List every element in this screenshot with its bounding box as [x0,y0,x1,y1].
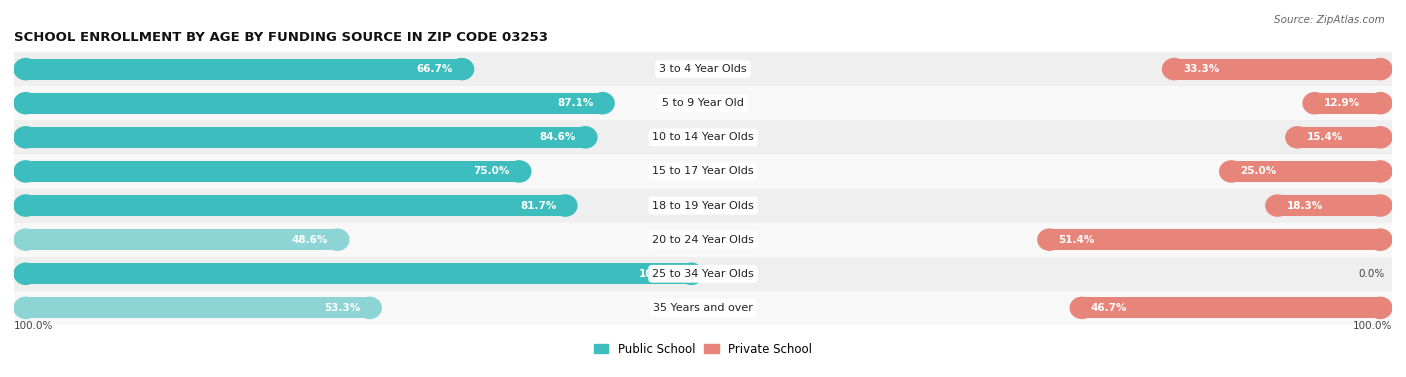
Text: 5 to 9 Year Old: 5 to 9 Year Old [662,98,744,108]
Ellipse shape [1219,161,1243,182]
Bar [14,188,1392,222]
Ellipse shape [14,229,38,250]
Text: 100.0%: 100.0% [1353,321,1392,331]
Bar [25,93,602,114]
Text: 84.6%: 84.6% [540,132,576,143]
Ellipse shape [325,229,349,250]
Text: 87.1%: 87.1% [557,98,593,108]
Text: 100.0%: 100.0% [14,321,53,331]
Text: 15 to 17 Year Olds: 15 to 17 Year Olds [652,166,754,176]
Bar [25,127,585,148]
Text: 18 to 19 Year Olds: 18 to 19 Year Olds [652,201,754,211]
Ellipse shape [14,127,38,148]
Bar [25,195,565,216]
Ellipse shape [359,297,381,319]
Ellipse shape [574,127,598,148]
Text: 51.4%: 51.4% [1059,234,1095,245]
Ellipse shape [14,297,38,319]
Ellipse shape [1368,229,1392,250]
Bar [1298,127,1381,148]
Ellipse shape [1368,195,1392,216]
Ellipse shape [450,58,474,80]
Ellipse shape [14,58,38,80]
Ellipse shape [1303,93,1326,114]
Text: 18.3%: 18.3% [1286,201,1323,211]
Text: 48.6%: 48.6% [292,234,328,245]
Bar [1174,58,1381,80]
Text: 46.7%: 46.7% [1091,303,1128,313]
Bar [1315,93,1381,114]
Bar [25,263,692,284]
Text: 53.3%: 53.3% [325,303,360,313]
Ellipse shape [14,263,38,284]
Bar [14,52,1392,86]
Ellipse shape [679,263,703,284]
Bar [1232,161,1381,182]
Ellipse shape [1070,297,1094,319]
Ellipse shape [1368,161,1392,182]
Bar [1278,195,1381,216]
Bar [25,161,519,182]
Text: 15.4%: 15.4% [1306,132,1343,143]
Ellipse shape [1368,127,1392,148]
Bar [25,297,370,319]
Bar [14,155,1392,188]
Text: 100.0%: 100.0% [638,269,682,279]
Ellipse shape [1163,58,1185,80]
Text: 20 to 24 Year Olds: 20 to 24 Year Olds [652,234,754,245]
Text: 66.7%: 66.7% [416,64,453,74]
Text: 75.0%: 75.0% [474,166,510,176]
Bar [14,291,1392,325]
Ellipse shape [1265,195,1289,216]
Text: Source: ZipAtlas.com: Source: ZipAtlas.com [1274,15,1385,25]
Ellipse shape [1038,229,1062,250]
Ellipse shape [591,93,614,114]
Legend: Public School, Private School: Public School, Private School [589,338,817,360]
Bar [25,58,461,80]
Ellipse shape [1286,127,1309,148]
Ellipse shape [1368,297,1392,319]
Bar [14,257,1392,291]
Text: 0.0%: 0.0% [1358,269,1385,279]
Bar [14,120,1392,155]
Text: SCHOOL ENROLLMENT BY AGE BY FUNDING SOURCE IN ZIP CODE 03253: SCHOOL ENROLLMENT BY AGE BY FUNDING SOUR… [14,31,548,43]
Text: 25.0%: 25.0% [1240,166,1277,176]
Ellipse shape [554,195,576,216]
Ellipse shape [1368,58,1392,80]
Ellipse shape [14,161,38,182]
Text: 10 to 14 Year Olds: 10 to 14 Year Olds [652,132,754,143]
Bar [14,222,1392,257]
Bar [14,86,1392,120]
Bar [25,229,337,250]
Bar [1083,297,1381,319]
Text: 12.9%: 12.9% [1323,98,1360,108]
Text: 25 to 34 Year Olds: 25 to 34 Year Olds [652,269,754,279]
Text: 81.7%: 81.7% [520,201,557,211]
Ellipse shape [508,161,531,182]
Ellipse shape [14,93,38,114]
Bar [1049,229,1381,250]
Text: 3 to 4 Year Olds: 3 to 4 Year Olds [659,64,747,74]
Text: 33.3%: 33.3% [1184,64,1219,74]
Ellipse shape [1368,93,1392,114]
Text: 35 Years and over: 35 Years and over [652,303,754,313]
Ellipse shape [14,195,38,216]
